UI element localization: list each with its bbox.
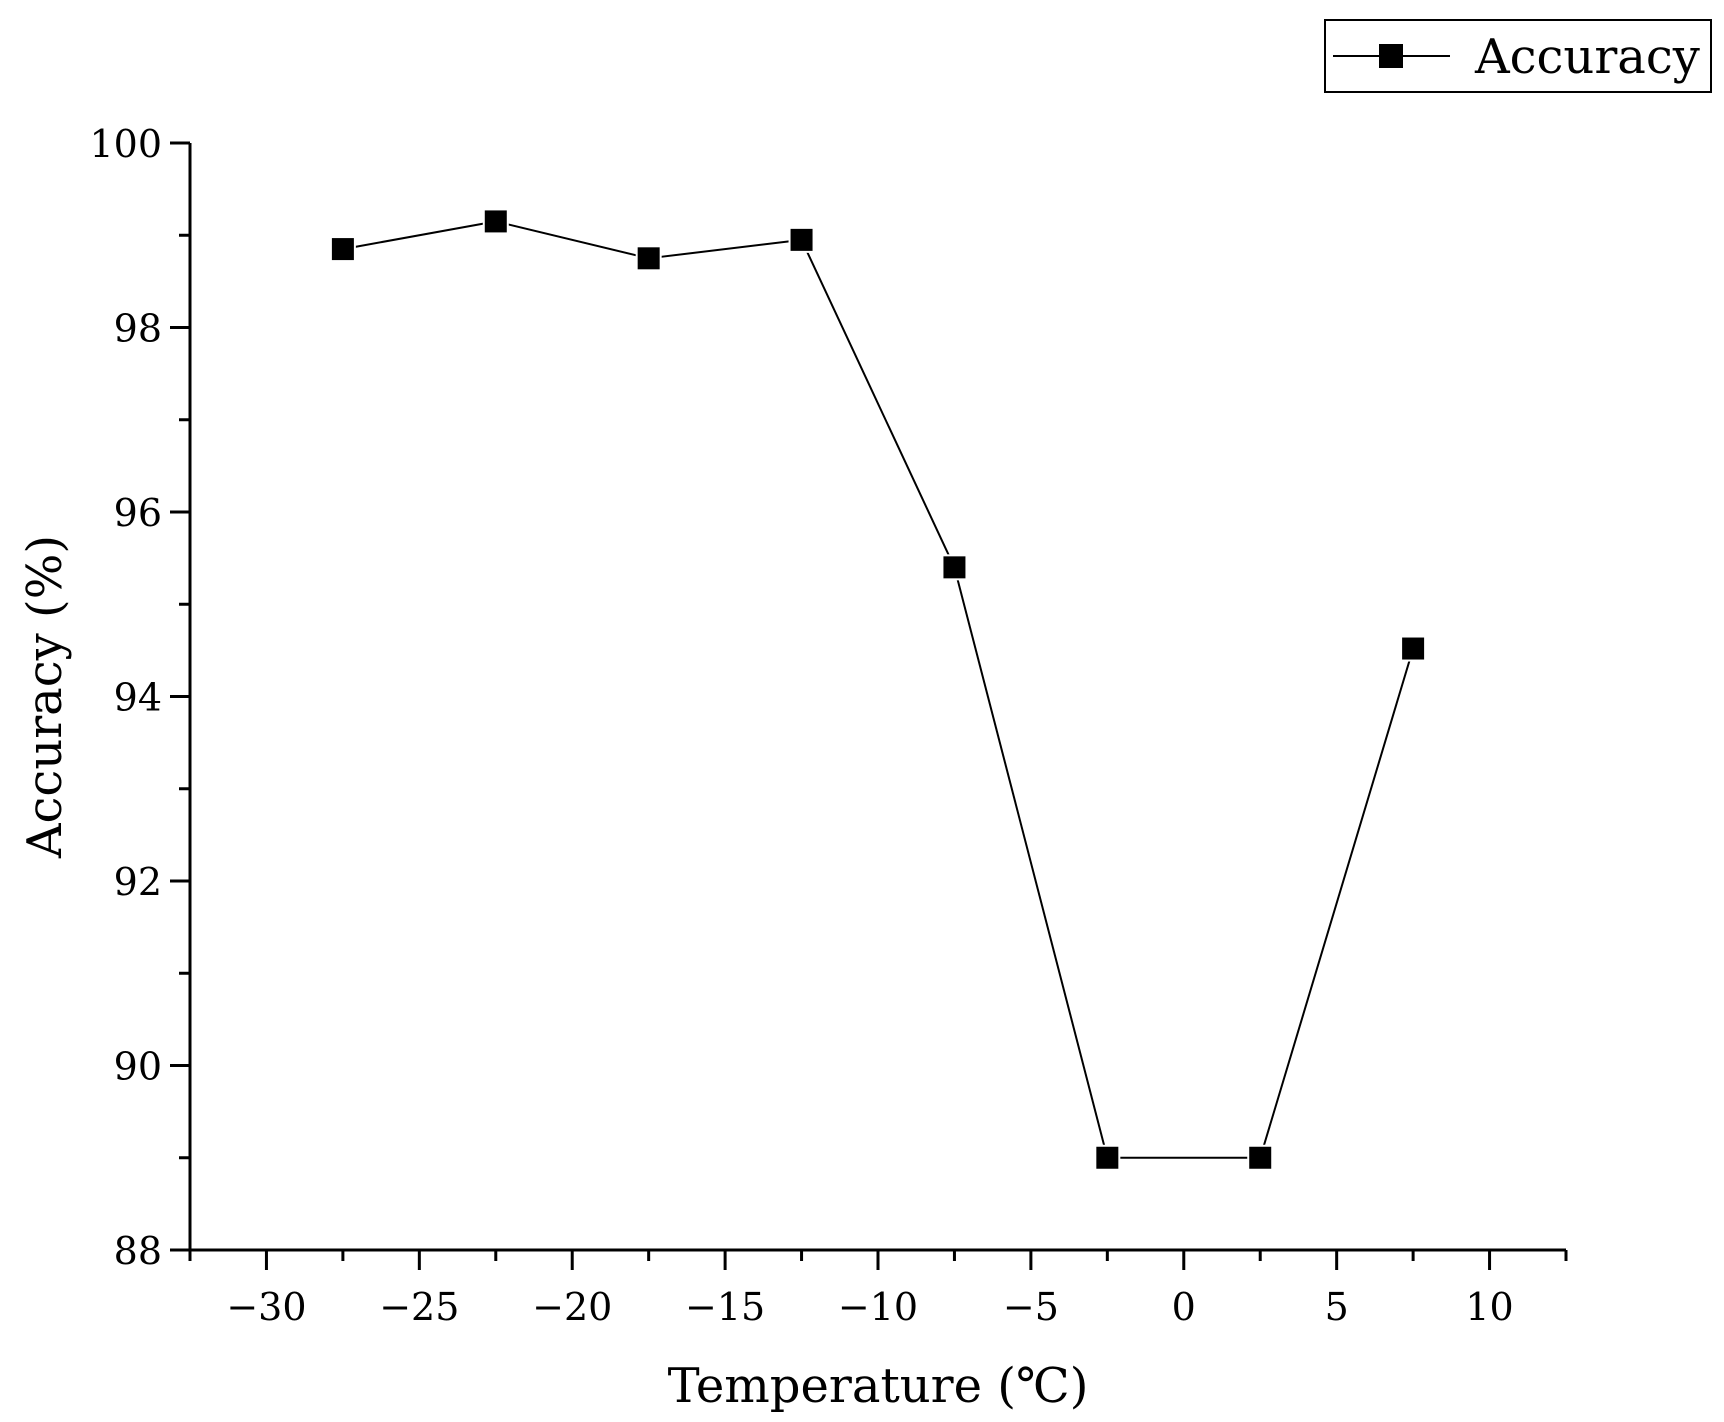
y-tick-label: 100 (89, 122, 162, 166)
y-tick-label: 98 (114, 307, 162, 351)
x-tick-label: 10 (1465, 1285, 1513, 1329)
data-point-marker (1400, 635, 1427, 662)
y-axis-title: Accuracy (%) (17, 535, 73, 859)
series-line-segment (1259, 648, 1415, 1159)
legend-label: Accuracy (1474, 29, 1700, 85)
x-tick-label: 5 (1325, 1285, 1349, 1329)
series-accuracy (329, 208, 1427, 1171)
data-point-marker (941, 554, 968, 581)
x-axis-title: Temperature (℃) (668, 1358, 1089, 1414)
x-axis-ticks: −30 −25 −20 −15 −10 −5 0 5 10 (188, 1250, 1568, 1329)
series-line-segment (495, 220, 649, 260)
x-tick-label: −25 (379, 1285, 459, 1329)
x-tick-label: −20 (532, 1285, 612, 1329)
y-tick-label: 90 (114, 1045, 162, 1089)
y-tick-label: 96 (114, 491, 162, 535)
data-point-marker (329, 236, 356, 263)
data-point-marker (482, 208, 509, 235)
axes (188, 143, 1566, 1252)
legend: Accuracy (1324, 19, 1712, 93)
series-line-segment (953, 567, 1109, 1159)
data-point-marker (635, 245, 662, 272)
x-tick-label: 0 (1172, 1285, 1196, 1329)
x-tick-label: −30 (226, 1285, 306, 1329)
data-point-marker (1247, 1144, 1274, 1171)
x-tick-label: −10 (838, 1285, 918, 1329)
y-tick-label: 94 (114, 676, 162, 720)
y-tick-label: 92 (114, 860, 162, 904)
series-line-segment (800, 239, 956, 568)
y-tick-label: 88 (114, 1229, 162, 1273)
y-axis-ticks: 88 90 92 94 96 98 100 (89, 122, 190, 1273)
legend-square-marker (1379, 44, 1403, 68)
series-line-segment (648, 238, 802, 260)
x-tick-label: −15 (685, 1285, 765, 1329)
series-line-segment (342, 220, 496, 251)
data-point-marker (788, 226, 815, 253)
x-tick-label: −5 (1003, 1285, 1059, 1329)
data-point-marker (1094, 1144, 1121, 1171)
